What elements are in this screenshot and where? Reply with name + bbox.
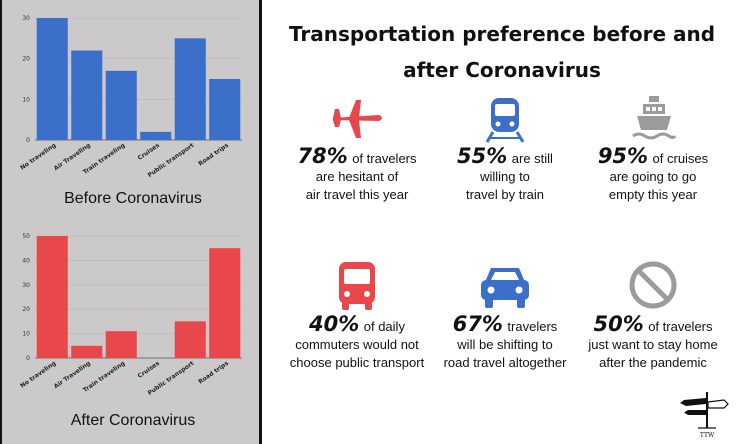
y-tick-label: 20	[22, 56, 30, 63]
stat-text: are still	[511, 151, 553, 166]
x-tick-label: Road trips	[197, 360, 230, 386]
stat-road: 67% travelers will be shifting to road t…	[430, 258, 580, 372]
bar	[174, 321, 206, 358]
stat-percent: 40%	[309, 312, 360, 336]
airplane-icon	[333, 100, 382, 138]
stat-text: of travelers	[352, 151, 417, 166]
page-title: Transportation preference before and aft…	[288, 22, 716, 82]
bar	[105, 70, 137, 140]
bar	[174, 38, 206, 140]
stat-text: of cruises	[652, 151, 709, 166]
y-tick-label: 30	[22, 15, 30, 22]
x-tick-label: No traveling	[19, 142, 57, 172]
x-tick-label: Cruises	[136, 360, 161, 380]
stat-text: of daily	[363, 319, 405, 334]
stat-text: travelers	[507, 319, 558, 334]
bar	[209, 79, 241, 140]
x-tick-label: No traveling	[19, 360, 57, 390]
y-tick-label: 40	[22, 257, 30, 264]
stat-detail: are going to go empty this year	[608, 169, 698, 202]
y-tick-label: 10	[22, 96, 30, 103]
logo-text: TTW	[700, 432, 715, 439]
bar	[36, 236, 68, 358]
train-icon	[485, 98, 525, 143]
stat-text: of travelers	[648, 319, 713, 334]
charts-panel: 0 10 20 30 No traveling Air Traveling Train tr…	[0, 0, 262, 444]
signpost-logo: TTW	[680, 392, 729, 439]
stat-detail: commuters would not choose public transp…	[289, 337, 425, 370]
stat-detail: will be shifting to road travel altogeth…	[443, 337, 567, 370]
before-chart-caption: Before Coronavirus	[64, 190, 202, 207]
bus-icon	[339, 262, 375, 310]
x-tick-label: Road trips	[197, 142, 230, 168]
y-tick-label: 10	[22, 331, 30, 338]
no-sign-icon	[629, 261, 677, 309]
stat-detail: just want to stay home after the pandemi…	[588, 337, 718, 370]
car-icon	[481, 268, 529, 308]
bar	[140, 131, 172, 140]
bar	[71, 345, 103, 358]
after-chart-caption: After Coronavirus	[70, 412, 196, 429]
stat-train: 55% are still willing to travel by train	[430, 94, 580, 204]
stat-cruise: 95% of cruises are going to go empty thi…	[578, 94, 728, 204]
stat-percent: 78%	[297, 144, 348, 168]
y-tick-label: 30	[22, 282, 30, 289]
stat-percent: 50%	[593, 312, 644, 336]
stat-detail: are hesitant of air travel this year	[305, 169, 409, 202]
y-tick-label: 0	[26, 137, 30, 144]
stat-public-transport: 40% of daily commuters would not choose …	[282, 258, 432, 372]
y-tick-label: 20	[22, 306, 30, 313]
stat-air: 78% of travelers are hesitant of air tra…	[282, 94, 432, 204]
bar	[209, 248, 241, 358]
stat-percent: 55%	[457, 144, 508, 168]
stat-percent: 95%	[597, 144, 649, 168]
bar	[36, 18, 68, 140]
ship-icon	[632, 96, 677, 140]
y-tick-label: 0	[26, 355, 30, 362]
x-tick-label: Cruises	[136, 142, 161, 162]
stat-percent: 67%	[452, 312, 503, 336]
stat-stay-home: 50% of travelers just want to stay home …	[578, 258, 728, 372]
stat-detail: willing to travel by train	[465, 169, 545, 202]
y-tick-label: 50	[22, 233, 30, 240]
bar	[105, 331, 137, 358]
bar	[71, 50, 103, 140]
